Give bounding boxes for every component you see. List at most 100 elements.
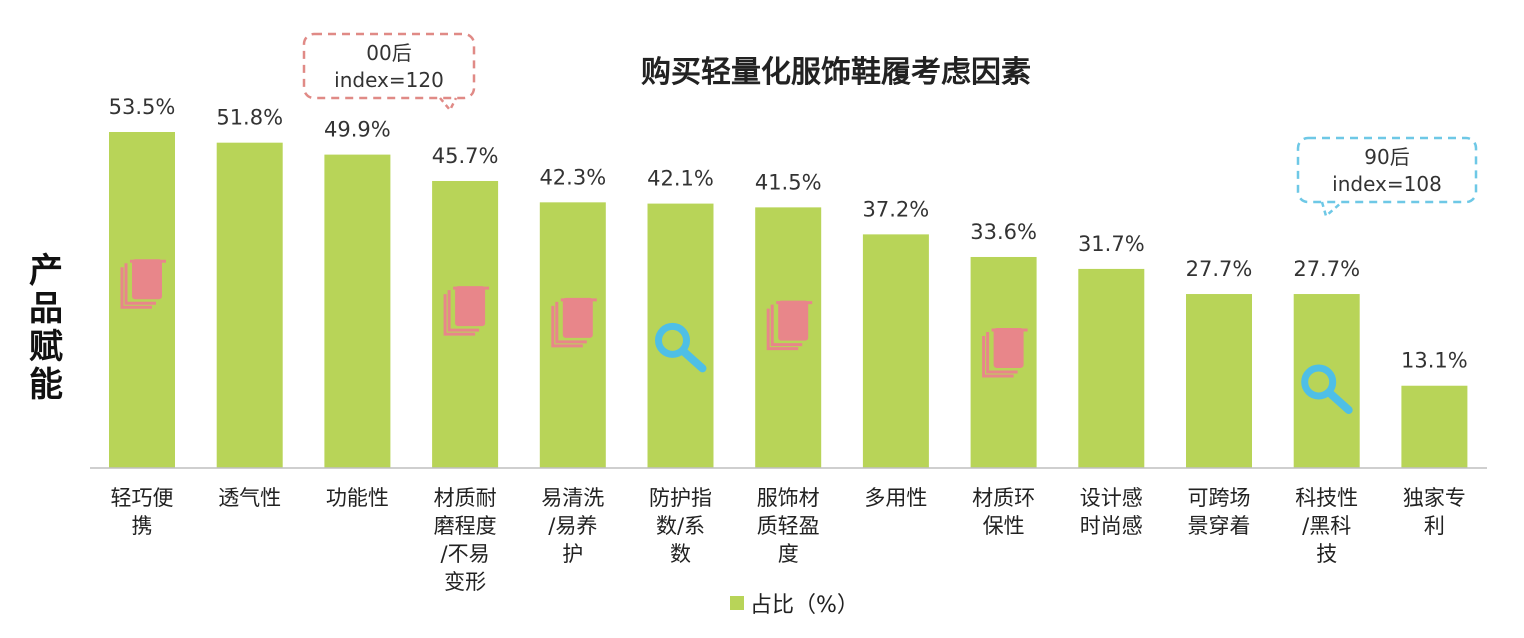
note-icon-front [993, 327, 1024, 368]
search-icon-handle [679, 347, 707, 373]
category-label: 可跨场 [1188, 486, 1251, 510]
callout-box: 90后 index=108 [1296, 136, 1478, 219]
side-label-char: 能 [29, 365, 63, 405]
category-label: 服饰材 [757, 486, 820, 510]
note-icon-front [778, 300, 809, 341]
note-icon-mid [447, 290, 480, 332]
callout-tail [439, 97, 458, 113]
callout-border [302, 32, 476, 100]
note-icon [120, 259, 166, 309]
category-label: 质轻盈 [757, 514, 820, 538]
note-icon-back [120, 267, 152, 309]
category-label: 数/系 [656, 514, 705, 538]
value-label: 27.7% [1186, 257, 1253, 281]
category-label: 保性 [983, 514, 1025, 538]
category-label: 数 [670, 542, 691, 566]
value-label: 27.7% [1293, 257, 1360, 281]
note-icon-mid [124, 263, 156, 305]
search-icon-lens [655, 322, 690, 358]
legend: 占比（%） [730, 593, 859, 618]
note-icon-back [766, 308, 799, 351]
bar [216, 142, 283, 468]
side-label-char: 产 [29, 251, 63, 291]
value-label: 37.2% [863, 197, 930, 221]
note-icon [551, 297, 597, 348]
category-label: /易养 [548, 514, 597, 538]
note-icon-back [982, 335, 1014, 378]
search-icon-handle [1325, 388, 1353, 414]
note-icon-front [562, 297, 593, 338]
category-label: 材质耐 [434, 486, 497, 510]
note-icon-front [455, 286, 486, 327]
callout-title: 90后 [1364, 145, 1409, 169]
callout-title: 00后 [366, 41, 411, 65]
category-label: /黑科 [1302, 514, 1351, 538]
search-icon [655, 322, 707, 373]
note-icon-back [551, 305, 583, 348]
bar [1078, 268, 1145, 468]
callout-border [1296, 136, 1478, 204]
side-label-char: 赋 [29, 327, 63, 367]
value-label: 31.7% [1078, 232, 1145, 256]
callout-index: index=108 [1332, 172, 1442, 196]
category-label: 材质环 [972, 486, 1035, 510]
note-icon-back [443, 294, 476, 336]
bar [1186, 294, 1252, 468]
category-label: 景穿着 [1188, 514, 1251, 538]
note-icon-mid [555, 301, 587, 344]
category-label: /不易 [441, 542, 490, 566]
value-label: 53.5% [109, 95, 176, 119]
category-label: 度 [778, 542, 799, 566]
category-label: 科技性 [1295, 486, 1358, 510]
note-icon [982, 327, 1028, 378]
bar [324, 154, 391, 468]
category-label: 独家专 [1403, 486, 1466, 510]
category-label: 护 [562, 542, 583, 566]
category-label: 防护指 [649, 486, 712, 510]
note-icon-front [132, 259, 162, 300]
value-label: 41.5% [755, 170, 822, 194]
category-label: 携 [132, 514, 153, 538]
category-label: 轻巧便 [111, 486, 174, 510]
note-icon-mid [986, 331, 1018, 374]
bar [1401, 385, 1468, 468]
callouts-group: 00后 index=120 90后 index=108 [302, 32, 1478, 219]
side-label: 产 品 赋 能 [26, 252, 66, 404]
legend-swatch [730, 596, 744, 610]
search-icon [1301, 364, 1353, 414]
category-label: 多用性 [864, 486, 927, 510]
value-label: 42.3% [539, 165, 606, 189]
category-label: 功能性 [326, 486, 389, 510]
value-label: 42.1% [647, 167, 714, 191]
callout-box: 00后 index=120 [302, 32, 476, 113]
side-label-char: 品 [29, 289, 63, 329]
value-label: 13.1% [1401, 349, 1468, 373]
value-label: 33.6% [970, 220, 1037, 244]
value-label: 51.8% [216, 106, 283, 130]
note-icon [443, 286, 490, 336]
icons-group [120, 259, 1353, 414]
category-label: 设计感 [1080, 486, 1143, 510]
value-labels-group: 53.5% 51.8% 49.9% 45.7% 42.3% 42.1% 41.5% 37.2%… [109, 95, 1468, 373]
callout-index: index=120 [334, 68, 444, 92]
category-label: 磨程度 [434, 514, 497, 538]
category-label: 时尚感 [1080, 514, 1143, 538]
category-label: 易清洗 [541, 486, 604, 510]
category-label: 利 [1424, 514, 1445, 538]
search-icon-lens [1301, 364, 1337, 400]
category-label: 变形 [444, 570, 486, 594]
chart-title: 购买轻量化服饰鞋履考虑因素 [641, 55, 1031, 90]
value-label: 49.9% [324, 118, 391, 142]
category-label: 透气性 [218, 486, 281, 510]
bar [862, 234, 929, 468]
bars-group [109, 132, 1468, 469]
category-label: 技 [1316, 542, 1337, 566]
value-label: 45.7% [432, 144, 499, 168]
legend-label: 占比（%） [750, 593, 859, 618]
note-icon-mid [770, 304, 803, 347]
callout-tail [1320, 201, 1343, 219]
note-icon [766, 300, 813, 351]
bar [109, 132, 175, 468]
